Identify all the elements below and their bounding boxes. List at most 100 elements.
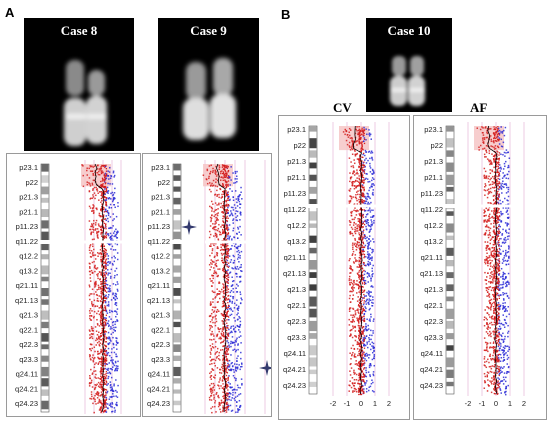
centromere-gap xyxy=(81,240,129,244)
panel-letter-b: B xyxy=(281,7,291,22)
band-label-p21-3: p21.3 xyxy=(151,193,170,202)
x-tick-label: -1 xyxy=(479,399,486,408)
star-marker xyxy=(259,360,271,376)
band-label-q24-11: q24.11 xyxy=(284,349,306,358)
x-tick-label: 1 xyxy=(508,399,512,408)
band-label-q24-21: q24.21 xyxy=(283,365,306,374)
band-label-p11-23: p11.23 xyxy=(16,222,38,231)
band-label-p23-1: p23.1 xyxy=(19,163,38,172)
band-label-p11-23: p11.23 xyxy=(148,222,170,231)
band-label-p22: p22 xyxy=(293,141,306,150)
band-label-q12-2: q12.2 xyxy=(151,252,170,261)
band-label-p23-1: p23.1 xyxy=(287,125,306,134)
moving-average-line xyxy=(94,163,105,413)
copy-number-plot-case9: p23.1 p22 p21.3 p21.1 p11.23 q11.22 q12.2 q13.2… xyxy=(142,153,272,417)
band-label-q24-11: q24.11 xyxy=(421,349,443,358)
band-label-q24-23: q24.23 xyxy=(15,399,38,408)
band-label-p21-3: p21.3 xyxy=(19,193,38,202)
copy-number-plot-case10-cv: p23.1 p22 p21.3 p21.1 p11.23 q11.22 q12.2 q13.2… xyxy=(278,115,410,420)
x-tick-label: 2 xyxy=(387,399,391,408)
band-label-q21-13: q21.13 xyxy=(147,296,170,305)
band-label-q22-1: q22.1 xyxy=(19,325,38,334)
moving-average-line xyxy=(353,125,363,395)
x-tick-label: -2 xyxy=(330,399,337,408)
probe-scatter xyxy=(81,164,119,414)
case9-title: Case 9 xyxy=(190,23,227,38)
band-label-q11-22: q11.22 xyxy=(16,237,38,246)
band-label-q23-3: q23.3 xyxy=(424,333,443,342)
band-label-p21-1: p21.1 xyxy=(287,173,306,182)
band-label-q21-11: q21.11 xyxy=(421,253,443,262)
centromere-gap xyxy=(470,204,522,208)
band-label-q13-2: q13.2 xyxy=(424,237,443,246)
band-label-p11-23: p11.23 xyxy=(284,189,306,198)
band-label-p23-1: p23.1 xyxy=(151,163,170,172)
chromosome-ideogram xyxy=(172,163,182,413)
band-label-q22-1: q22.1 xyxy=(287,301,306,310)
band-label-p11-23: p11.23 xyxy=(421,189,443,198)
band-label-q21-3: q21.3 xyxy=(19,311,38,320)
band-label-q24-23: q24.23 xyxy=(283,381,306,390)
band-label-p21-1: p21.1 xyxy=(151,207,170,216)
band-label-q11-22: q11.22 xyxy=(421,205,443,214)
band-label-q21-11: q21.11 xyxy=(148,281,170,290)
band-label-p23-1: p23.1 xyxy=(424,125,443,134)
band-label-q13-2: q13.2 xyxy=(151,266,170,275)
x-tick-label: 0 xyxy=(494,399,498,408)
x-tick-label: 2 xyxy=(522,399,526,408)
chromosome-pair-case10 xyxy=(390,56,425,106)
band-label-q24-21: q24.21 xyxy=(147,384,170,393)
band-label-q23-3: q23.3 xyxy=(19,355,38,364)
band-label-p22: p22 xyxy=(157,178,170,187)
probe-scatter xyxy=(342,126,376,396)
band-label-q24-21: q24.21 xyxy=(420,365,443,374)
band-label-q22-3: q22.3 xyxy=(287,317,306,326)
band-label-q13-2: q13.2 xyxy=(19,266,38,275)
copy-number-plot-case8: p23.1 p22 p21.3 p21.1 p11.23 q11.22 q12.2 q13.2… xyxy=(6,153,141,417)
band-label-p21-1: p21.1 xyxy=(19,207,38,216)
chromosome-ideogram xyxy=(308,125,318,395)
band-label-p21-3: p21.3 xyxy=(424,157,443,166)
column-label-cv: CV xyxy=(333,100,352,115)
band-label-q11-22: q11.22 xyxy=(284,205,306,214)
case8-title: Case 8 xyxy=(60,23,98,38)
band-label-q21-13: q21.13 xyxy=(420,269,443,278)
band-label-q24-21: q24.21 xyxy=(15,384,38,393)
chromosome-ideogram xyxy=(445,125,455,395)
band-label-q24-11: q24.11 xyxy=(16,370,38,379)
band-label-q13-2: q13.2 xyxy=(287,237,306,246)
probe-scatter xyxy=(476,126,511,396)
moving-average-line xyxy=(216,163,227,413)
band-label-q12-2: q12.2 xyxy=(424,221,443,230)
centromere-gap xyxy=(205,240,251,244)
x-tick-label: 0 xyxy=(359,399,363,408)
band-label-q23-3: q23.3 xyxy=(287,333,306,342)
band-label-q21-13: q21.13 xyxy=(283,269,306,278)
band-label-q21-3: q21.3 xyxy=(424,285,443,294)
column-label-af: AF xyxy=(470,100,488,115)
band-label-q23-3: q23.3 xyxy=(151,355,170,364)
band-label-q22-3: q22.3 xyxy=(151,340,170,349)
band-label-q12-2: q12.2 xyxy=(287,221,306,230)
band-label-q24-23: q24.23 xyxy=(420,381,443,390)
band-label-q22-1: q22.1 xyxy=(151,325,170,334)
plot-svg-case10-af: p23.1 p22 p21.3 p21.1 p11.23 q11.22 q12.2 q13.2… xyxy=(420,122,526,408)
band-label-q24-11: q24.11 xyxy=(148,370,170,379)
plot-svg-case10-cv: p23.1 p22 p21.3 p21.1 p11.23 q11.22 q12.2 q13.2… xyxy=(283,122,391,408)
band-label-q22-1: q22.1 xyxy=(424,301,443,310)
moving-average-line xyxy=(487,125,498,395)
band-label-q11-22: q11.22 xyxy=(148,237,170,246)
band-label-p21-3: p21.3 xyxy=(287,157,306,166)
x-tick-label: -2 xyxy=(465,399,472,408)
probe-scatter xyxy=(202,164,243,414)
band-label-p21-1: p21.1 xyxy=(424,173,443,182)
centromere-gap xyxy=(335,204,387,208)
band-label-q24-23: q24.23 xyxy=(147,399,170,408)
band-label-q22-3: q22.3 xyxy=(424,317,443,326)
chromosome-pair-case9 xyxy=(183,58,236,140)
case10-title: Case 10 xyxy=(387,23,431,38)
plot-svg-case9: p23.1 p22 p21.3 p21.1 p11.23 q11.22 q12.2 q13.2… xyxy=(147,160,271,414)
band-label-q22-3: q22.3 xyxy=(19,340,38,349)
band-label-p22: p22 xyxy=(25,178,38,187)
star-marker xyxy=(181,219,197,235)
